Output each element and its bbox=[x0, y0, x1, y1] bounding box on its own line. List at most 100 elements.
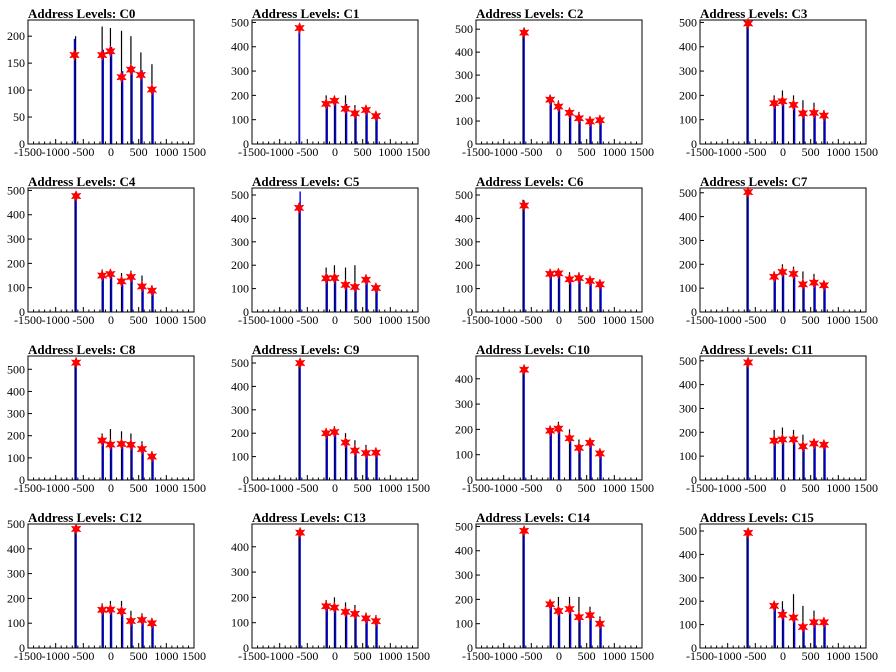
x-tick-label: 500 bbox=[354, 649, 372, 663]
peak-marker bbox=[584, 274, 596, 288]
peak-marker bbox=[553, 422, 564, 435]
y-tick-label: 200 bbox=[7, 591, 25, 605]
y-tick-label: 200 bbox=[231, 426, 249, 440]
chart-panel: Address Levels: C3 0 100 200 300 400 500 -1500-… bbox=[672, 0, 896, 168]
x-tick-label: 1500 bbox=[854, 313, 878, 327]
x-tick-label: -1000 bbox=[490, 145, 518, 159]
peak-marker bbox=[808, 616, 820, 629]
y-tick-label: 0 bbox=[467, 473, 473, 487]
x-tick-label: 1000 bbox=[154, 313, 178, 327]
x-tick-label: 1000 bbox=[826, 145, 850, 159]
peak-marker bbox=[329, 94, 340, 107]
x-tick-label: -1000 bbox=[42, 313, 70, 327]
y-tick-label: 200 bbox=[7, 29, 25, 43]
x-tick-label: -500 bbox=[520, 481, 542, 495]
peak-marker bbox=[768, 599, 780, 613]
peak-marker bbox=[105, 438, 116, 451]
x-tick-label: -1500 bbox=[686, 481, 714, 495]
peak-marker bbox=[808, 106, 820, 120]
x-tick-label: 1500 bbox=[182, 481, 206, 495]
y-tick-label: 0 bbox=[467, 137, 473, 151]
chart-panel: Address Levels: C10 0 100 200 300 400 -1500 -10… bbox=[448, 336, 672, 504]
peak-marker bbox=[564, 432, 575, 445]
chart-panel: Address Levels: C4 0 100 200 300 400 500 -1500-… bbox=[0, 168, 224, 336]
x-tick-label: 0 bbox=[556, 649, 562, 663]
x-tick-label: 500 bbox=[130, 313, 148, 327]
x-tick-label: 500 bbox=[354, 481, 372, 495]
y-tick-label: 100 bbox=[455, 282, 473, 296]
chart-svg: 0 100 200 300 400 500 -1500 -1000 -500 0 500 1000 15… bbox=[231, 15, 430, 159]
peak-marker bbox=[360, 446, 372, 460]
y-tick-label: 300 bbox=[7, 407, 25, 421]
chart-svg: 0 100 200 300 400 500 -1500 -1000 -500 0 500 1000 15… bbox=[455, 519, 654, 663]
y-tick-label: 300 bbox=[231, 403, 249, 417]
chart-panel: Address Levels: C5 0 100 200 300 400 500 -1500-… bbox=[224, 168, 448, 336]
peak-marker bbox=[544, 424, 556, 437]
chart-title: Address Levels: C2 bbox=[476, 6, 584, 21]
chart-title: Address Levels: C1 bbox=[252, 6, 360, 21]
y-tick-label: 300 bbox=[455, 235, 473, 249]
y-tick-label: 400 bbox=[679, 210, 697, 224]
x-tick-label: 1000 bbox=[154, 481, 178, 495]
x-tick-label: -1500 bbox=[14, 313, 42, 327]
y-tick-label: 300 bbox=[455, 68, 473, 82]
peak-marker bbox=[742, 185, 754, 199]
x-tick-label: 0 bbox=[108, 313, 114, 327]
chart-panel: Address Levels: C13 0 100 200 300 400 -1500 -10… bbox=[224, 504, 448, 672]
x-tick-label: 1500 bbox=[630, 313, 654, 327]
chart-svg: 0 100 200 300 400 500 -1500 -1000 -500 0 500 1000 15… bbox=[231, 355, 430, 495]
peak-marker bbox=[96, 48, 108, 62]
y-tick-label: 100 bbox=[455, 114, 473, 128]
x-tick-label: 1500 bbox=[406, 649, 430, 663]
x-tick-label: 0 bbox=[332, 145, 338, 159]
y-tick-label: 100 bbox=[679, 618, 697, 632]
peak-marker bbox=[349, 607, 361, 620]
peak-marker bbox=[320, 272, 332, 285]
x-tick-label: 500 bbox=[130, 649, 148, 663]
peak-marker bbox=[797, 278, 809, 291]
y-tick-label: 500 bbox=[679, 524, 697, 538]
x-tick-label: -1000 bbox=[266, 145, 294, 159]
peak-marker bbox=[70, 522, 82, 536]
x-tick-label: -1500 bbox=[238, 313, 266, 327]
peak-marker bbox=[329, 271, 340, 285]
peak-marker bbox=[116, 70, 127, 84]
x-tick-label: 1500 bbox=[406, 481, 430, 495]
peak-marker bbox=[544, 267, 556, 281]
x-tick-label: 0 bbox=[556, 145, 562, 159]
peak-marker bbox=[370, 281, 382, 295]
x-tick-label: -500 bbox=[72, 649, 94, 663]
peak-marker bbox=[788, 98, 799, 112]
x-tick-label: -1000 bbox=[714, 649, 742, 663]
peak-marker bbox=[349, 444, 361, 457]
x-tick-label: 500 bbox=[578, 481, 596, 495]
peak-marker bbox=[105, 45, 116, 58]
y-tick-label: 300 bbox=[679, 401, 697, 415]
peak-marker bbox=[105, 603, 116, 616]
y-tick-label: 100 bbox=[7, 616, 25, 630]
x-tick-label: 1500 bbox=[182, 145, 206, 159]
peak-marker bbox=[370, 446, 382, 459]
y-tick-label: 400 bbox=[7, 384, 25, 398]
y-tick-label: 300 bbox=[679, 571, 697, 585]
x-tick-label: 500 bbox=[802, 481, 820, 495]
y-tick-label: 500 bbox=[231, 188, 249, 202]
peak-marker bbox=[96, 603, 108, 616]
x-tick-label: 500 bbox=[802, 313, 820, 327]
peak-marker bbox=[320, 97, 332, 111]
y-tick-label: 400 bbox=[7, 208, 25, 222]
peak-marker bbox=[146, 617, 158, 630]
peak-marker bbox=[518, 524, 530, 537]
peak-marker bbox=[777, 433, 788, 446]
x-tick-label: 500 bbox=[802, 649, 820, 663]
y-tick-label: 500 bbox=[231, 15, 249, 29]
y-tick-label: 200 bbox=[679, 425, 697, 439]
peak-marker bbox=[553, 267, 564, 280]
y-tick-label: 500 bbox=[679, 15, 697, 29]
peak-marker bbox=[553, 100, 564, 113]
x-tick-label: 500 bbox=[578, 649, 596, 663]
y-tick-label: 0 bbox=[691, 305, 697, 319]
chart-panel: Address Levels: C14 0 100 200 300 400 500 -1500… bbox=[448, 504, 672, 672]
peak-marker bbox=[788, 267, 799, 280]
